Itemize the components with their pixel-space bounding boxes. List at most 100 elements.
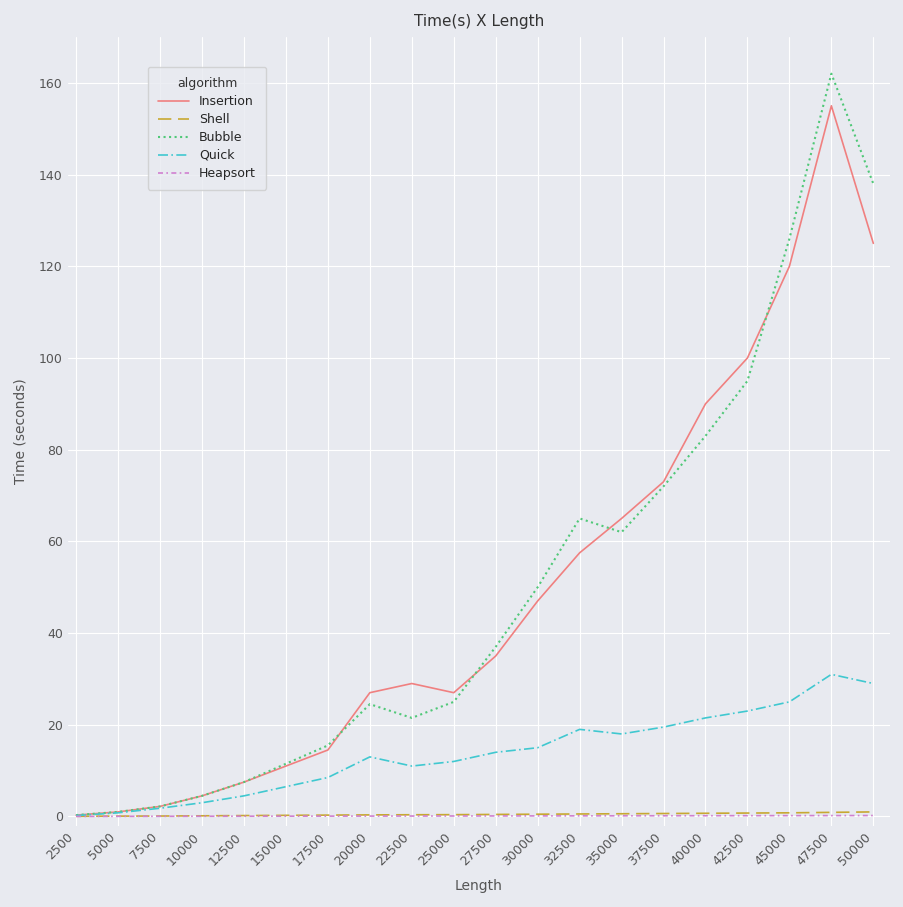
Shell (783, 807, 794, 818)
Shell (867, 806, 878, 817)
Quick (699, 713, 710, 724)
Quick (238, 790, 249, 801)
Bubble (867, 179, 878, 190)
Shell (699, 808, 710, 819)
Title: Time(s) X Length: Time(s) X Length (414, 14, 544, 29)
Bubble (489, 641, 500, 652)
Quick (741, 706, 752, 717)
Quick (825, 668, 836, 679)
Insertion (532, 596, 543, 607)
Heapsort (322, 811, 333, 822)
Shell (406, 809, 417, 820)
Quick (322, 772, 333, 783)
Heapsort (573, 811, 584, 822)
Quick (657, 722, 668, 733)
Quick (616, 728, 627, 739)
Bubble (532, 581, 543, 592)
Shell (616, 808, 627, 819)
Bubble (406, 713, 417, 724)
Quick (406, 761, 417, 772)
Heapsort (70, 811, 81, 822)
Insertion (699, 398, 710, 409)
Line: Quick: Quick (76, 674, 872, 815)
Bubble (154, 801, 165, 812)
Insertion (573, 548, 584, 559)
Heapsort (741, 810, 752, 821)
Heapsort (364, 811, 375, 822)
Line: Insertion: Insertion (76, 106, 872, 815)
Shell (113, 811, 124, 822)
Insertion (783, 261, 794, 272)
Bubble (196, 790, 207, 801)
Shell (657, 808, 668, 819)
Bubble (825, 68, 836, 79)
Heapsort (825, 810, 836, 821)
Shell (280, 810, 291, 821)
Heapsort (532, 811, 543, 822)
Insertion (406, 678, 417, 689)
Heapsort (154, 811, 165, 822)
Insertion (657, 476, 668, 487)
Insertion (196, 790, 207, 801)
Heapsort (616, 810, 627, 821)
Quick (532, 742, 543, 753)
Heapsort (867, 810, 878, 821)
Quick (280, 781, 291, 792)
Bubble (322, 740, 333, 751)
Bubble (699, 431, 710, 442)
Insertion (825, 101, 836, 112)
Shell (364, 809, 375, 820)
Shell (489, 809, 500, 820)
Bubble (364, 698, 375, 709)
Insertion (154, 801, 165, 812)
Insertion (113, 806, 124, 817)
Line: Shell: Shell (76, 812, 872, 816)
Heapsort (489, 811, 500, 822)
Insertion (238, 776, 249, 787)
Heapsort (113, 811, 124, 822)
Insertion (489, 650, 500, 661)
Heapsort (238, 811, 249, 822)
Insertion (616, 513, 627, 524)
Heapsort (783, 810, 794, 821)
Bubble (238, 776, 249, 787)
Shell (741, 807, 752, 818)
Bubble (448, 697, 459, 707)
Shell (532, 809, 543, 820)
Insertion (364, 688, 375, 698)
Heapsort (657, 810, 668, 821)
Heapsort (280, 811, 291, 822)
Quick (489, 746, 500, 757)
Y-axis label: Time (seconds): Time (seconds) (14, 378, 28, 484)
Shell (238, 810, 249, 821)
Bubble (741, 375, 752, 386)
Quick (70, 810, 81, 821)
Bubble (657, 481, 668, 492)
Legend: Insertion, Shell, Bubble, Quick, Heapsort: Insertion, Shell, Bubble, Quick, Heapsor… (148, 67, 265, 190)
Heapsort (406, 811, 417, 822)
Bubble (280, 758, 291, 769)
Bubble (616, 527, 627, 538)
Quick (448, 756, 459, 767)
Heapsort (196, 811, 207, 822)
Shell (70, 811, 81, 822)
Heapsort (448, 811, 459, 822)
Quick (113, 807, 124, 818)
Insertion (280, 761, 291, 772)
Shell (154, 811, 165, 822)
Insertion (867, 238, 878, 249)
Bubble (573, 513, 584, 524)
Line: Bubble: Bubble (76, 73, 872, 815)
Bubble (113, 806, 124, 817)
Shell (573, 808, 584, 819)
Quick (154, 803, 165, 814)
Insertion (70, 810, 81, 821)
Shell (448, 809, 459, 820)
Insertion (322, 745, 333, 756)
Quick (783, 697, 794, 707)
Insertion (741, 353, 752, 364)
Quick (573, 724, 584, 735)
Bubble (783, 233, 794, 244)
Shell (196, 810, 207, 821)
Heapsort (699, 810, 710, 821)
